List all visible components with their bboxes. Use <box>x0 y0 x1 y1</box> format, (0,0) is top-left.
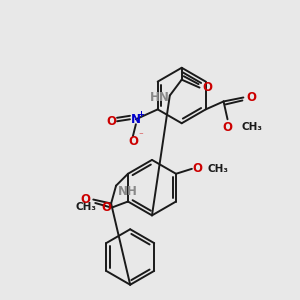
Text: N: N <box>131 113 141 126</box>
Text: CH₃: CH₃ <box>242 122 262 132</box>
Text: O: O <box>106 115 116 128</box>
Text: O: O <box>193 162 203 175</box>
Text: NH: NH <box>118 185 138 198</box>
Text: +: + <box>137 110 144 119</box>
Text: ⁻: ⁻ <box>139 132 143 141</box>
Text: O: O <box>223 121 232 134</box>
Text: CH₃: CH₃ <box>207 164 228 174</box>
Text: O: O <box>80 193 90 206</box>
Text: O: O <box>202 81 212 94</box>
Text: O: O <box>128 135 138 148</box>
Text: O: O <box>101 201 111 214</box>
Text: CH₃: CH₃ <box>76 202 97 212</box>
Text: O: O <box>246 91 256 104</box>
Text: HN: HN <box>150 91 170 104</box>
